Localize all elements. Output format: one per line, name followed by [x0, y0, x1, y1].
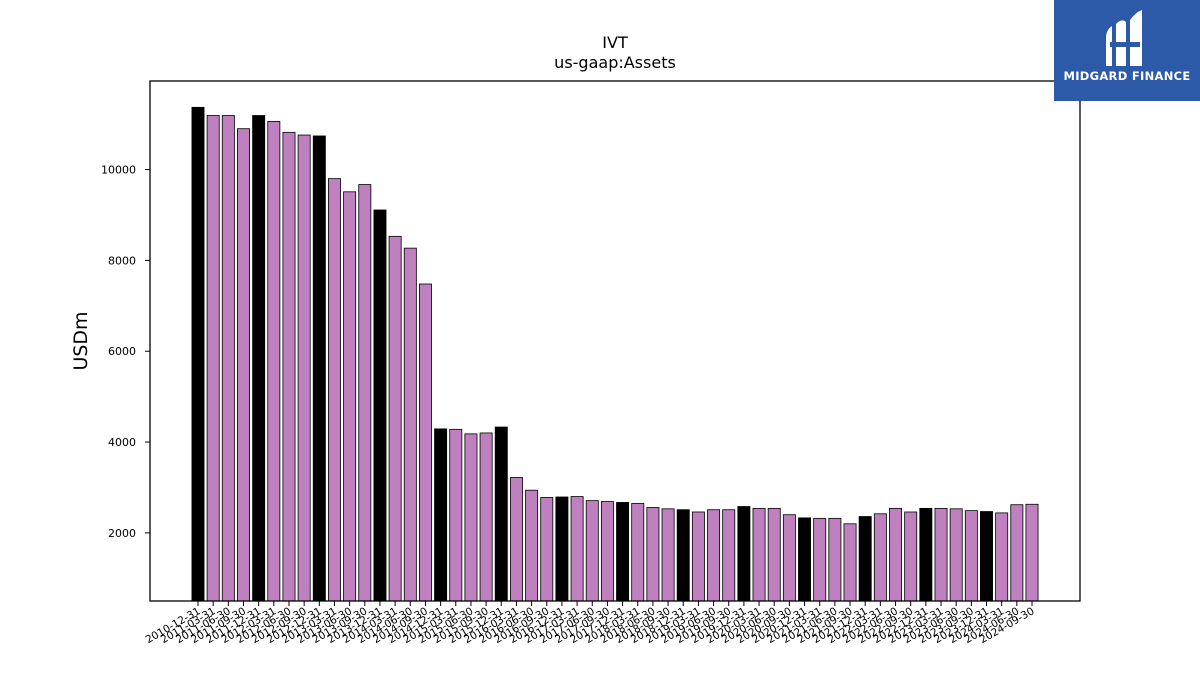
bar-2023-06-30	[949, 508, 963, 602]
y-axis: 2000 4000 6000 8000 10000	[101, 164, 150, 540]
bar-2015-12-31	[494, 426, 508, 602]
bar-2018-09-30	[661, 508, 675, 602]
bar-2015-03-31	[449, 428, 463, 602]
bar-2019-06-30	[707, 509, 721, 602]
bar-2012-09-30	[297, 134, 311, 602]
bar-2012-06-30	[282, 131, 296, 602]
brand-logo: MIDGARD FINANCE	[1054, 0, 1200, 101]
bar-2016-09-30	[540, 497, 554, 602]
bar-2023-09-30	[964, 510, 978, 602]
bar-2013-06-30	[343, 191, 357, 602]
bar-2015-09-30	[479, 432, 493, 602]
bar-2023-12-31	[980, 511, 993, 602]
bar-2024-09-30	[1025, 503, 1039, 602]
bar-2017-12-31	[616, 502, 630, 602]
bar-2022-03-31	[873, 513, 887, 602]
x-axis: 2010-12-312011-03-312011-06-302011-09-30…	[144, 601, 1037, 646]
y-tick-label: 2000	[108, 527, 136, 540]
bar-2010-12-31	[191, 106, 205, 602]
bar-2017-09-30	[600, 501, 614, 602]
bar-2022-06-30	[889, 507, 902, 602]
bar-2013-12-31	[373, 209, 387, 602]
bar-2020-06-30	[767, 507, 781, 602]
bars-group	[191, 106, 1039, 602]
bar-2019-12-31	[737, 506, 751, 602]
y-axis-label: USDm	[70, 311, 92, 370]
bar-2016-06-30	[525, 489, 539, 602]
bar-2012-12-31	[312, 135, 326, 602]
bar-2017-03-31	[570, 496, 584, 602]
bar-2019-09-30	[722, 509, 736, 602]
y-tick-label: 10000	[101, 164, 136, 177]
bar-2017-06-30	[585, 500, 599, 602]
bar-2022-12-31	[919, 507, 933, 602]
bar-2019-03-31	[691, 511, 705, 602]
bar-2021-03-31	[813, 517, 827, 602]
plot-frame	[149, 80, 1081, 602]
bar-2016-12-31	[555, 496, 569, 602]
bar-2020-03-31	[752, 507, 766, 602]
bar-2013-03-31	[328, 178, 341, 602]
bar-2018-12-31	[676, 509, 690, 602]
bar-2012-03-31	[267, 121, 281, 602]
bar-2020-09-30	[782, 514, 796, 602]
bar-2011-03-31	[206, 115, 220, 602]
bar-2022-09-30	[904, 511, 918, 602]
bar-2015-06-30	[464, 433, 478, 602]
bar-2020-12-31	[798, 517, 812, 602]
bar-2016-03-31	[509, 477, 523, 602]
bar-2013-09-30	[358, 184, 372, 602]
bar-2021-06-30	[828, 517, 842, 602]
bar-2023-03-31	[934, 507, 948, 602]
bar-2024-03-31	[995, 512, 1009, 602]
midgard-logo-icon	[1106, 10, 1142, 66]
bar-2014-06-30	[403, 247, 417, 602]
bar-2014-09-30	[418, 283, 432, 602]
bar-2018-06-30	[646, 507, 660, 602]
chart-subtitle: us-gaap:Assets	[554, 53, 676, 72]
bar-2024-06-30	[1010, 504, 1024, 602]
bar-2021-12-31	[858, 516, 872, 602]
bar-2021-09-30	[843, 523, 857, 602]
bar-2014-12-31	[434, 428, 448, 602]
bar-2011-06-30	[221, 115, 235, 602]
y-tick-label: 6000	[108, 345, 136, 358]
bar-2018-03-31	[631, 502, 645, 602]
logo-text: MIDGARD FINANCE	[1063, 69, 1191, 83]
bar-2011-12-31	[252, 115, 266, 602]
bar-2014-03-31	[388, 235, 402, 602]
chart-title: IVT	[602, 33, 628, 52]
bar-2011-09-30	[237, 128, 250, 602]
y-tick-label: 8000	[108, 254, 136, 267]
y-tick-label: 4000	[108, 436, 136, 449]
